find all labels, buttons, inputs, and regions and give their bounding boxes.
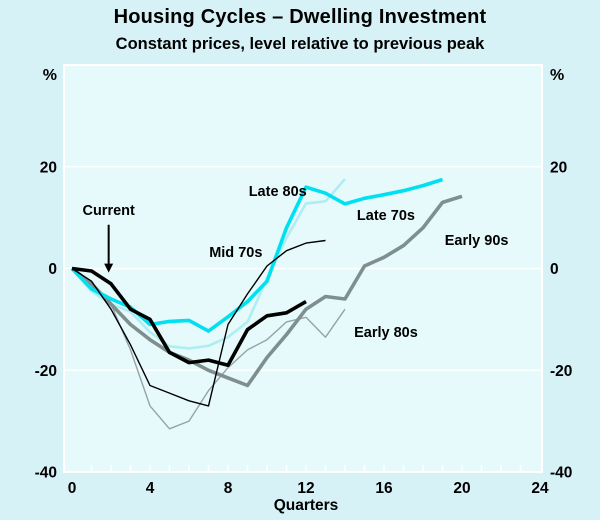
- chart-subtitle: Constant prices, level relative to previ…: [115, 35, 485, 53]
- x-axis-title: Quarters: [274, 497, 339, 514]
- series-mid-70s-line: [71, 239, 326, 407]
- series-current-line: [71, 266, 307, 368]
- y-axis-unit-left: %: [43, 67, 57, 84]
- annotation-arrow-head: [104, 263, 114, 273]
- y-axis-unit-right: %: [550, 67, 564, 84]
- y-tick-label-right--20: -20: [550, 363, 572, 380]
- y-tick-label-left-0: 0: [48, 261, 57, 278]
- y-tick-label-left-20: 20: [40, 159, 57, 176]
- annotation-late-80s: Late 80s: [249, 184, 307, 200]
- annotation-current: Current: [82, 203, 135, 219]
- y-tick-label-left--20: -20: [35, 363, 57, 380]
- plot-border: [63, 64, 543, 473]
- annotation-early-90s: Early 90s: [445, 233, 509, 249]
- chart-title: Housing Cycles – Dwelling Investment: [113, 6, 487, 28]
- series-late-80s-line: [71, 178, 346, 350]
- annotation-late-70s: Late 70s: [357, 208, 415, 224]
- y-tick-label-left--40: -40: [35, 465, 57, 482]
- x-tick-label-4: 4: [146, 480, 155, 497]
- annotation-early-80s: Early 80s: [354, 325, 418, 341]
- y-tick-label-right-0: 0: [550, 261, 559, 278]
- y-tick-label-right--40: -40: [550, 465, 572, 482]
- x-tick-label-16: 16: [375, 480, 393, 497]
- y-tick-label-right-20: 20: [550, 159, 567, 176]
- x-tick-label-20: 20: [453, 480, 470, 497]
- annotation-mid-70s: Mid 70s: [209, 245, 262, 261]
- x-tick-label-8: 8: [224, 480, 233, 497]
- series-early-90s-line: [70, 194, 463, 388]
- x-tick-label-0: 0: [68, 480, 77, 497]
- x-tick-label-12: 12: [297, 480, 314, 497]
- x-tick-label-24: 24: [531, 480, 549, 497]
